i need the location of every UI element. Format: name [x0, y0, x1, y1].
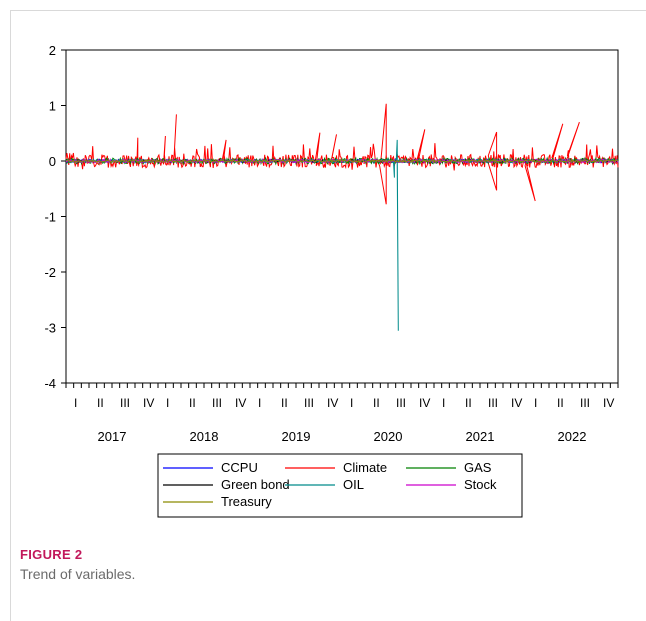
- x-quarter-label: I: [442, 396, 445, 410]
- x-year-label: 2021: [466, 429, 495, 444]
- x-year-label: 2018: [190, 429, 219, 444]
- figure-caption-text: Trend of variables.: [20, 566, 136, 582]
- x-quarter-label: III: [212, 396, 222, 410]
- y-tick-label: -4: [44, 376, 56, 391]
- legend-label: GAS: [464, 460, 492, 475]
- x-quarter-label: III: [396, 396, 406, 410]
- series-line-climate: [65, 103, 619, 205]
- x-quarter-label: IV: [419, 396, 430, 410]
- x-quarter-label: IV: [511, 396, 522, 410]
- figure-label: FIGURE 2: [20, 547, 83, 562]
- x-quarter-label: III: [488, 396, 498, 410]
- legend-label: Treasury: [221, 494, 272, 509]
- y-tick-label: 1: [49, 99, 56, 114]
- x-quarter-label: IV: [235, 396, 246, 410]
- x-quarter-label: I: [258, 396, 261, 410]
- legend-label: OIL: [343, 477, 364, 492]
- y-tick-label: 0: [49, 154, 56, 169]
- x-quarter-label: I: [74, 396, 77, 410]
- x-quarter-label: II: [97, 396, 104, 410]
- y-tick-label: 2: [49, 43, 56, 58]
- x-quarter-label: I: [350, 396, 353, 410]
- x-year-label: 2020: [374, 429, 403, 444]
- y-tick-label: -1: [44, 210, 56, 225]
- series-layer: [65, 103, 619, 331]
- series-line-treasury: [65, 158, 619, 164]
- x-quarter-label: III: [120, 396, 130, 410]
- x-quarter-label: IV: [603, 396, 614, 410]
- legend-label: Green bond: [221, 477, 290, 492]
- x-year-label: 2022: [558, 429, 587, 444]
- x-quarter-label: II: [281, 396, 288, 410]
- x-quarter-label: IV: [327, 396, 338, 410]
- x-quarter-label: I: [534, 396, 537, 410]
- legend-label: Stock: [464, 477, 497, 492]
- figure-frame-top: [10, 10, 646, 11]
- x-quarter-label: II: [557, 396, 564, 410]
- figure-frame-left: [10, 10, 11, 621]
- x-quarter-label: II: [373, 396, 380, 410]
- x-year-label: 2019: [282, 429, 311, 444]
- y-axis: 2 1 0 -1 -2 -3 -4: [44, 43, 66, 391]
- legend-box: [157, 453, 523, 518]
- x-year-label: 2017: [98, 429, 127, 444]
- plot-area: [65, 49, 619, 384]
- y-tick-label: -2: [44, 265, 56, 280]
- x-quarter-label: II: [465, 396, 472, 410]
- x-quarter-label: IV: [143, 396, 154, 410]
- legend-label: CCPU: [221, 460, 258, 475]
- legend-label: Climate: [343, 460, 387, 475]
- x-quarter-label: III: [304, 396, 314, 410]
- y-tick-label: -3: [44, 321, 56, 336]
- figure-caption: FIGURE 2 Trend of variables.: [20, 547, 135, 582]
- legend: CCPU Climate GAS Green bond OIL Stock Treasury: [157, 453, 523, 518]
- x-quarter-label: III: [580, 396, 590, 410]
- x-quarter-label: I: [166, 396, 169, 410]
- x-quarter-label: II: [189, 396, 196, 410]
